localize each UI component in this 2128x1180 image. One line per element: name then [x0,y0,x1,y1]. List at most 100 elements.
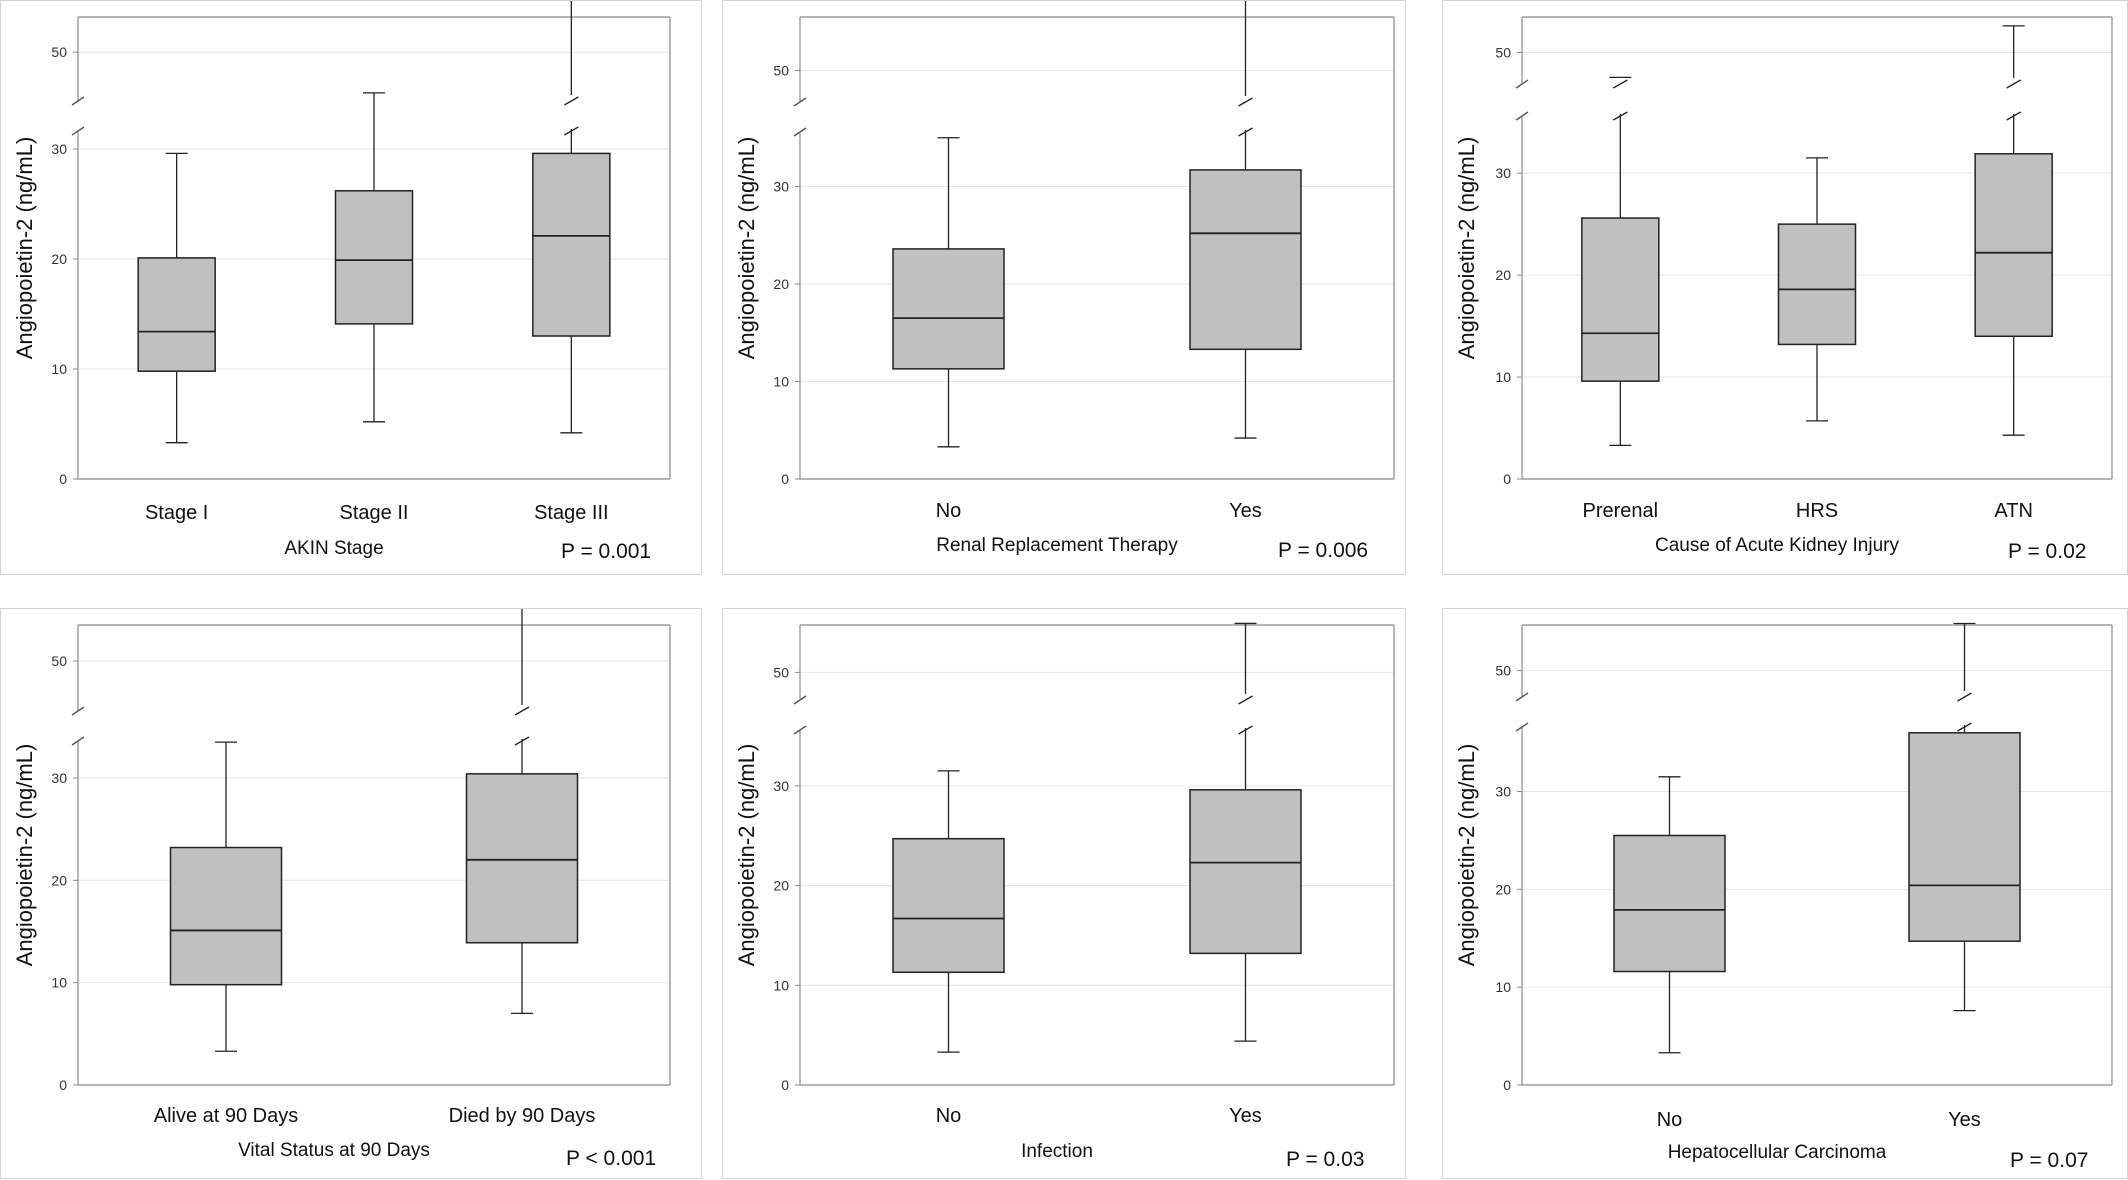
axis-break-mark [71,96,85,106]
axis-break-mark [793,127,807,137]
box-prerenal [1581,76,1660,447]
whisker-break-mark [564,126,579,136]
box-plot-svg: 0 10 20 30 50 Angiopoietin-2 (ng/mL) No Yes Infe… [734,622,1395,1171]
chart-panel-vital-status: 0 10 20 30 50 Angiopoietin-2 (ng/mL) Alive at … [0,608,702,1179]
box-died-by-90-days [465,609,579,1015]
x-category-label: No [1657,1109,1683,1131]
y-tick-label: 20 [51,872,67,888]
y-axis-label: Angiopoietin-2 (ng/mL) [734,137,759,360]
chart-panel-akin-stage: 0 10 20 30 50 Angiopoietin-2 (ng/mL) Stage I St… [0,0,702,575]
box-yes [1908,622,2021,1012]
box-plot-svg: 0 10 20 30 50 Angiopoietin-2 (ng/mL) No Yes Hepa… [1454,622,2113,1172]
y-tick-label: 30 [773,778,789,794]
x-category-label: No [936,500,962,522]
chart-panel-infection: 0 10 20 30 50 Angiopoietin-2 (ng/mL) No Yes Infe… [722,608,1406,1179]
iqr-box [465,773,579,944]
y-axis-label: Angiopoietin-2 (ng/mL) [734,744,759,967]
iqr-box [1581,217,1660,382]
y-tick-label: 30 [1495,165,1511,181]
whisker-break-mark [1238,97,1253,107]
chart-panel-renal-replacement-therapy: 0 10 20 30 50 Angiopoietin-2 (ng/mL) No Yes Rena… [722,0,1406,575]
x-category-label: Prerenal [1583,500,1659,522]
y-tick-label: 50 [773,62,789,78]
y-tick-label: 50 [51,44,67,60]
y-tick-label: 30 [51,770,67,786]
y-tick-label: 0 [781,1077,789,1093]
axis-break-mark [71,736,85,746]
whisker-break-mark [1613,111,1628,121]
axis-break-mark [1515,79,1529,89]
whisker-break-mark [2006,79,2021,89]
whisker-break-mark [1957,722,1972,732]
p-value-label: P = 0.03 [1286,1148,1364,1171]
y-tick-label: 0 [1503,1077,1511,1093]
box-no [1613,776,1726,1054]
p-value-label: P = 0.006 [1278,539,1368,562]
axis-break-mark [1515,692,1529,702]
axis-break-mark [71,706,85,716]
x-category-label: No [936,1105,962,1127]
x-category-label: Yes [1229,500,1262,522]
x-category-label: Alive at 90 Days [154,1105,299,1127]
box-hrs [1777,157,1857,422]
y-tick-label: 0 [59,1077,67,1093]
box-yes [1189,622,1302,1042]
iqr-box [1613,834,1726,973]
y-tick-label: 50 [51,653,67,669]
axis-break-mark [1515,722,1529,732]
y-tick-label: 50 [773,664,789,680]
x-axis-label: Vital Status at 90 Days [238,1140,430,1161]
y-tick-label: 50 [1495,45,1511,61]
y-tick-label: 30 [773,179,789,195]
whisker-break-mark [1613,79,1628,89]
x-axis-label: Cause of Acute Kidney Injury [1655,535,1899,556]
box-stage-iii [532,1,611,434]
y-tick-label: 20 [1495,267,1511,283]
iqr-box [532,152,611,337]
iqr-box [892,248,1005,370]
axis-break-mark [793,97,807,107]
x-category-label: ATN [1994,500,2033,522]
y-tick-label: 20 [773,276,789,292]
box-plot-svg: 0 10 20 30 50 Angiopoietin-2 (ng/mL) No Yes Rena… [734,1,1395,562]
y-axis-label: Angiopoietin-2 (ng/mL) [12,744,37,967]
box-plot-svg: 0 10 20 30 50 Angiopoietin-2 (ng/mL) Prerenal H… [1454,16,2113,563]
box-no [892,137,1005,448]
iqr-box [1777,223,1857,346]
iqr-box [1974,153,2053,338]
axis-break-mark [1515,111,1529,121]
x-axis-label: Renal Replacement Therapy [936,535,1178,556]
p-value-label: P = 0.001 [561,540,651,563]
x-category-label: Stage I [145,502,208,524]
whisker-break-mark [1957,692,1972,702]
whisker-break-mark [1238,127,1253,137]
x-axis-label: Hepatocellular Carcinoma [1668,1142,1887,1163]
iqr-box [137,257,216,372]
y-tick-label: 30 [1495,783,1511,799]
y-tick-label: 20 [1495,881,1511,897]
x-axis-label: Infection [1021,1141,1093,1162]
y-tick-label: 0 [1503,471,1511,487]
chart-panel-cause-of-aki: 0 10 20 30 50 Angiopoietin-2 (ng/mL) Prerenal H… [1442,0,2128,575]
y-axis-label: Angiopoietin-2 (ng/mL) [12,137,37,360]
whisker-break-mark [564,96,579,106]
y-tick-label: 20 [51,251,67,267]
x-category-label: Died by 90 Days [449,1105,596,1127]
iqr-box [892,837,1005,974]
p-value-label: P < 0.001 [566,1147,656,1170]
y-tick-label: 0 [59,471,67,487]
p-value-label: P = 0.07 [2010,1149,2088,1172]
iqr-box [1189,789,1302,955]
y-tick-label: 30 [51,141,67,157]
whisker-break-mark [514,736,530,746]
chart-panel-hepatocellular-carcinoma: 0 10 20 30 50 Angiopoietin-2 (ng/mL) No Yes Hepa… [1442,608,2128,1179]
whisker-break-mark [514,706,530,716]
axis-break-mark [793,725,807,735]
y-axis-label: Angiopoietin-2 (ng/mL) [1454,137,1479,360]
y-tick-label: 10 [1495,979,1511,995]
x-category-label: Stage III [534,502,609,524]
box-plot-svg: 0 10 20 30 50 Angiopoietin-2 (ng/mL) Alive at … [12,609,671,1170]
axis-break-mark [793,695,807,705]
y-tick-label: 50 [1495,663,1511,679]
iqr-box [334,190,414,325]
